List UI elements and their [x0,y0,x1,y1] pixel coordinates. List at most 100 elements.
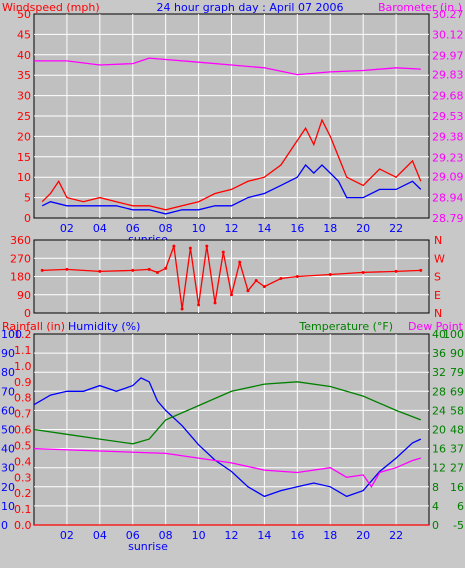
wind-direction-point [205,244,209,248]
wind-direction-point [419,268,423,272]
wind-direction-point [197,303,201,307]
rain-tick-label: 0.5 [14,439,32,452]
direction-tick-label: 0 [24,307,31,320]
wind-direction-point [172,244,176,248]
x-tick-label: 14 [257,222,271,235]
temp-tick-label: 8 [432,481,439,494]
humidity-tick-label: 10 [1,500,15,513]
rain-tick-label: 0.2 [14,487,32,500]
barometer-tick-label: 29.23 [432,151,464,164]
wind-direction-point [131,268,135,272]
rain-tick-label: 0.6 [14,424,32,437]
humidity-tick-label: 100 [1,328,22,341]
x-tick-label: 12 [225,222,239,235]
humidity-label: Humidity (%) [68,320,140,333]
temp-tick-label: 0 [432,519,439,532]
barometer-label: Barometer (in.) [378,1,462,14]
wind-tick-label: 10 [17,171,31,184]
temperature-label: Temperature (°F) [298,320,393,333]
temp-tick-label: 36 [432,347,446,360]
dewpoint-tick-label: 6 [457,500,464,513]
temp-tick-label: 40 [432,328,446,341]
humidity-tick-label: 80 [1,366,15,379]
rain-tick-label: 0.0 [14,519,32,532]
dewpoint-tick-label: 79 [450,366,464,379]
wind-direction-point [213,301,217,305]
wind-direction-point [98,269,102,273]
wind-tick-label: 25 [17,110,31,123]
temp-tick-label: 32 [432,366,446,379]
dewpoint-tick-label: 100 [443,328,464,341]
wind-tick-label: 15 [17,151,31,164]
barometer-tick-label: 29.09 [432,171,464,184]
wind-direction-point [221,250,225,254]
wind-tick-label: 50 [17,8,31,21]
wind-direction-point [155,270,159,274]
x-tick-label: 14 [257,529,271,542]
temp-tick-label: 28 [432,385,446,398]
temperature-line [33,381,422,445]
x-tick-label: 08 [159,222,173,235]
compass-label: S [434,271,441,284]
dewpoint-tick-label: 69 [450,385,464,398]
wind-direction-point [164,266,168,270]
wind-direction-point [394,269,398,273]
rain-tick-label: 0.4 [14,455,32,468]
barometer-tick-label: 29.97 [432,49,464,62]
x-tick-label: 22 [389,222,403,235]
barometer-tick-label: 30.27 [432,8,464,21]
x-tick-label: 04 [93,222,107,235]
temp-tick-label: 24 [432,404,446,417]
rain-tick-label: 0.7 [14,408,32,421]
sunrise-label-bottom: sunrise [128,540,168,553]
wind-direction-point [361,270,365,274]
x-tick-label: 02 [60,529,74,542]
wind-direction-point [295,275,299,278]
x-tick-label: 06 [126,529,140,542]
wind-direction-point [188,246,192,250]
wind-direction-point [180,307,184,311]
dewpoint-tick-label: 48 [450,424,464,437]
x-tick-label: 20 [356,222,370,235]
dewpoint-line [33,447,421,489]
rain-tick-label: 0.9 [14,376,32,389]
direction-tick-label: 270 [10,252,31,265]
wind-tick-label: 30 [17,90,31,103]
wind-direction-point [147,267,151,271]
temp-tick-label: 12 [432,462,446,475]
wind-tick-label: 0 [24,212,31,225]
wind-gust-line [41,118,422,211]
x-tick-label: 10 [192,222,206,235]
x-tick-label: 16 [290,529,304,542]
compass-label: E [434,289,441,302]
x-tick-label: 04 [93,529,107,542]
x-tick-label: 22 [389,529,403,542]
humidity-tick-label: 60 [1,404,15,417]
wind-tick-label: 20 [17,130,31,143]
compass-label: N [434,307,442,320]
barometer-tick-label: 29.68 [432,89,464,102]
rainfall-label: Rainfall (in) [2,320,65,333]
temp-tick-label: 4 [432,500,439,513]
barometer-tick-label: 29.53 [432,110,464,123]
direction-tick-label: 90 [17,289,31,302]
barometer-tick-label: 29.83 [432,69,464,82]
x-tick-label: 18 [323,222,337,235]
x-tick-label: 02 [60,222,74,235]
compass-label: W [434,252,445,265]
dewpoint-tick-label: 27 [450,462,464,475]
wind-direction-point [328,272,332,276]
wind-tick-label: 40 [17,49,31,62]
temp-tick-label: 16 [432,443,446,456]
direction-tick-label: 360 [10,234,31,247]
rain-tick-label: 0.8 [14,392,32,405]
dewpoint-tick-label: 58 [450,404,464,417]
rain-tick-label: 0.1 [14,503,32,516]
direction-tick-label: 180 [10,271,31,284]
dewpoint-tick-label: 90 [450,347,464,360]
dewpoint-tick-label: -5 [453,519,464,532]
wind-tick-label: 45 [17,28,31,41]
rain-tick-label: 1.0 [14,360,32,373]
